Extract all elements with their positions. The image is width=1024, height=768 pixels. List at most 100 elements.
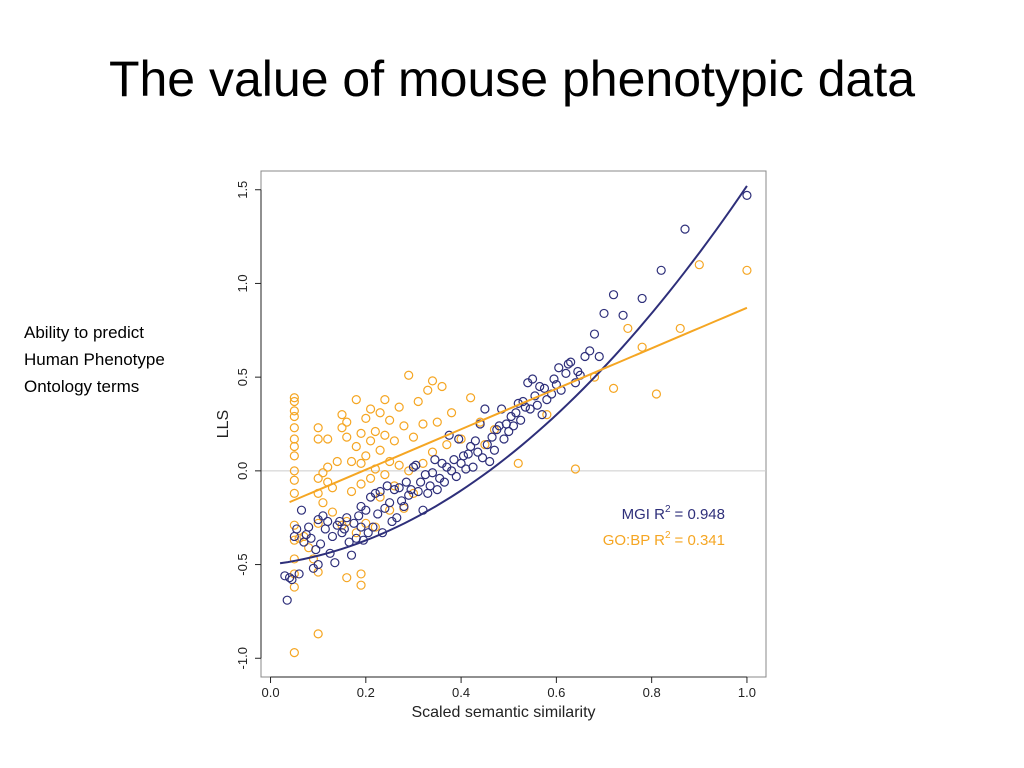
mgi-point xyxy=(463,449,473,459)
mgi-point xyxy=(618,310,628,320)
mgi-point xyxy=(306,533,316,543)
mgi-point xyxy=(554,363,564,373)
gobp-point xyxy=(289,396,299,407)
gobp-point xyxy=(313,473,323,483)
gobp-point xyxy=(394,460,404,470)
mgi-point xyxy=(394,483,404,493)
mgi-point xyxy=(539,383,550,393)
gobp-point xyxy=(289,451,299,461)
mgi-point xyxy=(294,569,304,579)
gobp-point xyxy=(289,411,299,422)
mgi-point xyxy=(468,462,478,472)
gobp-point xyxy=(404,370,414,380)
mgi-point xyxy=(516,415,526,425)
mgi-point xyxy=(473,447,483,457)
gobp-point xyxy=(423,385,433,395)
mgi-point xyxy=(320,524,330,534)
mgi-point xyxy=(637,293,647,304)
gobp-point xyxy=(380,430,390,440)
gobp-point xyxy=(399,503,409,513)
mgi-point xyxy=(292,524,302,534)
mgi-point xyxy=(361,505,371,515)
gobp-point xyxy=(437,381,447,392)
gobp-point xyxy=(365,473,376,483)
mgi-point xyxy=(373,509,383,519)
mgi-point xyxy=(585,346,595,356)
gobp-point xyxy=(318,468,328,478)
mgi-point xyxy=(489,445,500,455)
gobp-point xyxy=(323,462,333,472)
gobp-point xyxy=(637,342,647,352)
mgi-point xyxy=(385,498,395,508)
gobp-point xyxy=(346,456,357,467)
mgi-point xyxy=(323,516,333,527)
gobp-point xyxy=(427,376,438,386)
mgi-point xyxy=(499,434,509,444)
gobp-point xyxy=(361,451,371,461)
mgi-point xyxy=(561,368,571,378)
mgi-point xyxy=(470,436,480,446)
mgi-point xyxy=(315,539,326,549)
gobp-point xyxy=(342,573,352,583)
mgi-point xyxy=(527,374,538,384)
mgi-point xyxy=(608,290,619,300)
side-note: Ability to predict Human Phenotype Ontol… xyxy=(24,319,165,400)
mgi-point xyxy=(311,544,321,555)
gobp-point xyxy=(365,404,376,414)
mgi-point xyxy=(370,488,380,498)
mgi-point xyxy=(389,484,399,495)
mgi-point xyxy=(401,477,411,487)
mgi-r2-label: MGI R2 = 0.948 xyxy=(622,504,725,523)
mgi-point xyxy=(432,484,442,495)
mgi-point xyxy=(313,559,323,570)
gobp-point xyxy=(323,434,333,444)
mgi-point xyxy=(566,357,576,367)
mgi-point xyxy=(454,434,464,444)
x-axis-label: Scaled semantic similarity xyxy=(411,704,595,721)
x-tick-label: 0.6 xyxy=(547,685,565,700)
mgi-point xyxy=(742,190,752,200)
gobp-point xyxy=(427,447,438,457)
mgi-point xyxy=(549,374,559,384)
mgi-point xyxy=(399,501,409,512)
gobp-point xyxy=(380,395,390,405)
gobp-point xyxy=(289,406,299,416)
mgi-point xyxy=(284,573,295,583)
gobp-point xyxy=(570,464,581,474)
mgi-point xyxy=(485,456,495,467)
gobp-point xyxy=(342,432,352,442)
gobp-point xyxy=(332,456,342,467)
gobp-point xyxy=(289,475,299,485)
gobp-point xyxy=(442,440,452,450)
mgi-point xyxy=(396,496,407,506)
mgi-point xyxy=(480,404,490,414)
mgi-point xyxy=(318,511,328,521)
mgi-point xyxy=(589,329,600,339)
gobp-point xyxy=(466,393,476,403)
mgi-point xyxy=(537,410,547,420)
gobp-point xyxy=(289,488,299,498)
gobp-point xyxy=(289,423,299,433)
gobp-point xyxy=(375,408,385,418)
mgi-point xyxy=(508,421,519,431)
gobp-point xyxy=(375,445,385,455)
gobp-point xyxy=(513,458,523,468)
gobp-point xyxy=(542,410,552,420)
gobp-point xyxy=(385,505,395,515)
gobp-point xyxy=(651,389,662,399)
gobp-point xyxy=(456,434,466,444)
side-note-line-2: Human Phenotype xyxy=(24,350,165,369)
gobp-point xyxy=(742,265,752,275)
gobp-point xyxy=(623,323,633,334)
gobp-point xyxy=(389,481,399,491)
mgi-point xyxy=(296,505,307,515)
gobp-point xyxy=(289,554,299,564)
gobp-point xyxy=(356,479,366,489)
mgi-point xyxy=(439,477,450,487)
mgi-point xyxy=(520,402,531,412)
x-tick-label: 0.4 xyxy=(452,685,470,700)
gobp-point xyxy=(408,432,419,442)
mgi-point xyxy=(449,455,459,465)
mgi-point xyxy=(477,453,488,463)
